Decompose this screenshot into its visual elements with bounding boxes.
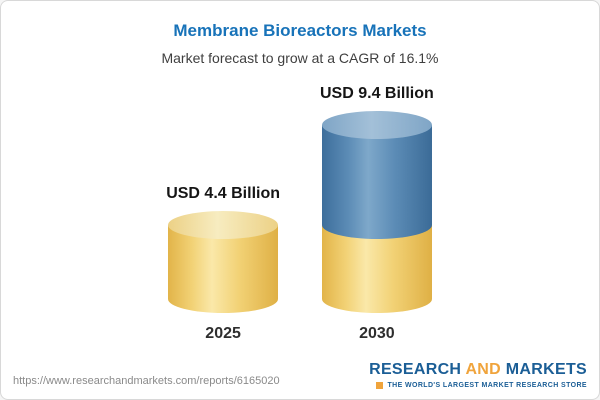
page-title: Membrane Bioreactors Markets <box>173 21 427 40</box>
logo-tagline: THE WORLD'S LARGEST MARKET RESEARCH STOR… <box>369 382 587 389</box>
cylinder-bar-2030 <box>321 111 432 313</box>
logo-wordmark: RESEARCH AND MARKETS <box>369 361 587 379</box>
research-and-markets-logo: RESEARCH AND MARKETS THE WORLD'S LARGEST… <box>369 361 587 389</box>
logo-accent-square-icon <box>376 382 384 389</box>
value-label-2025: USD 4.4 Billion <box>166 185 280 202</box>
cylinder-top-cap <box>321 111 432 139</box>
cylinder-base-segment <box>321 225 432 313</box>
bar-group-2030: USD 9.4 Billion 2030 <box>320 85 434 343</box>
year-label-2030: 2030 <box>359 325 395 342</box>
logo-word-markets: MARKETS <box>505 361 587 378</box>
report-url: https://www.researchandmarkets.com/repor… <box>13 375 280 387</box>
value-label-2030: USD 9.4 Billion <box>320 85 434 102</box>
logo-tagline-text: THE WORLD'S LARGEST MARKET RESEARCH STOR… <box>387 382 587 389</box>
year-label-2025: 2025 <box>205 325 241 342</box>
bar-chart: USD 4.4 Billion 2025 USD 9.4 Billion 203… <box>1 79 599 343</box>
cylinder-top-cap <box>168 211 279 239</box>
page-subtitle: Market forecast to grow at a CAGR of 16.… <box>161 50 439 66</box>
bar-group-2025: USD 4.4 Billion 2025 <box>166 185 280 343</box>
logo-word-and: AND <box>465 361 502 378</box>
logo-word-research: RESEARCH <box>369 361 462 378</box>
cylinder-growth-segment <box>321 111 432 239</box>
cylinder-body <box>168 225 279 313</box>
cylinder-bar-2025 <box>168 211 279 313</box>
